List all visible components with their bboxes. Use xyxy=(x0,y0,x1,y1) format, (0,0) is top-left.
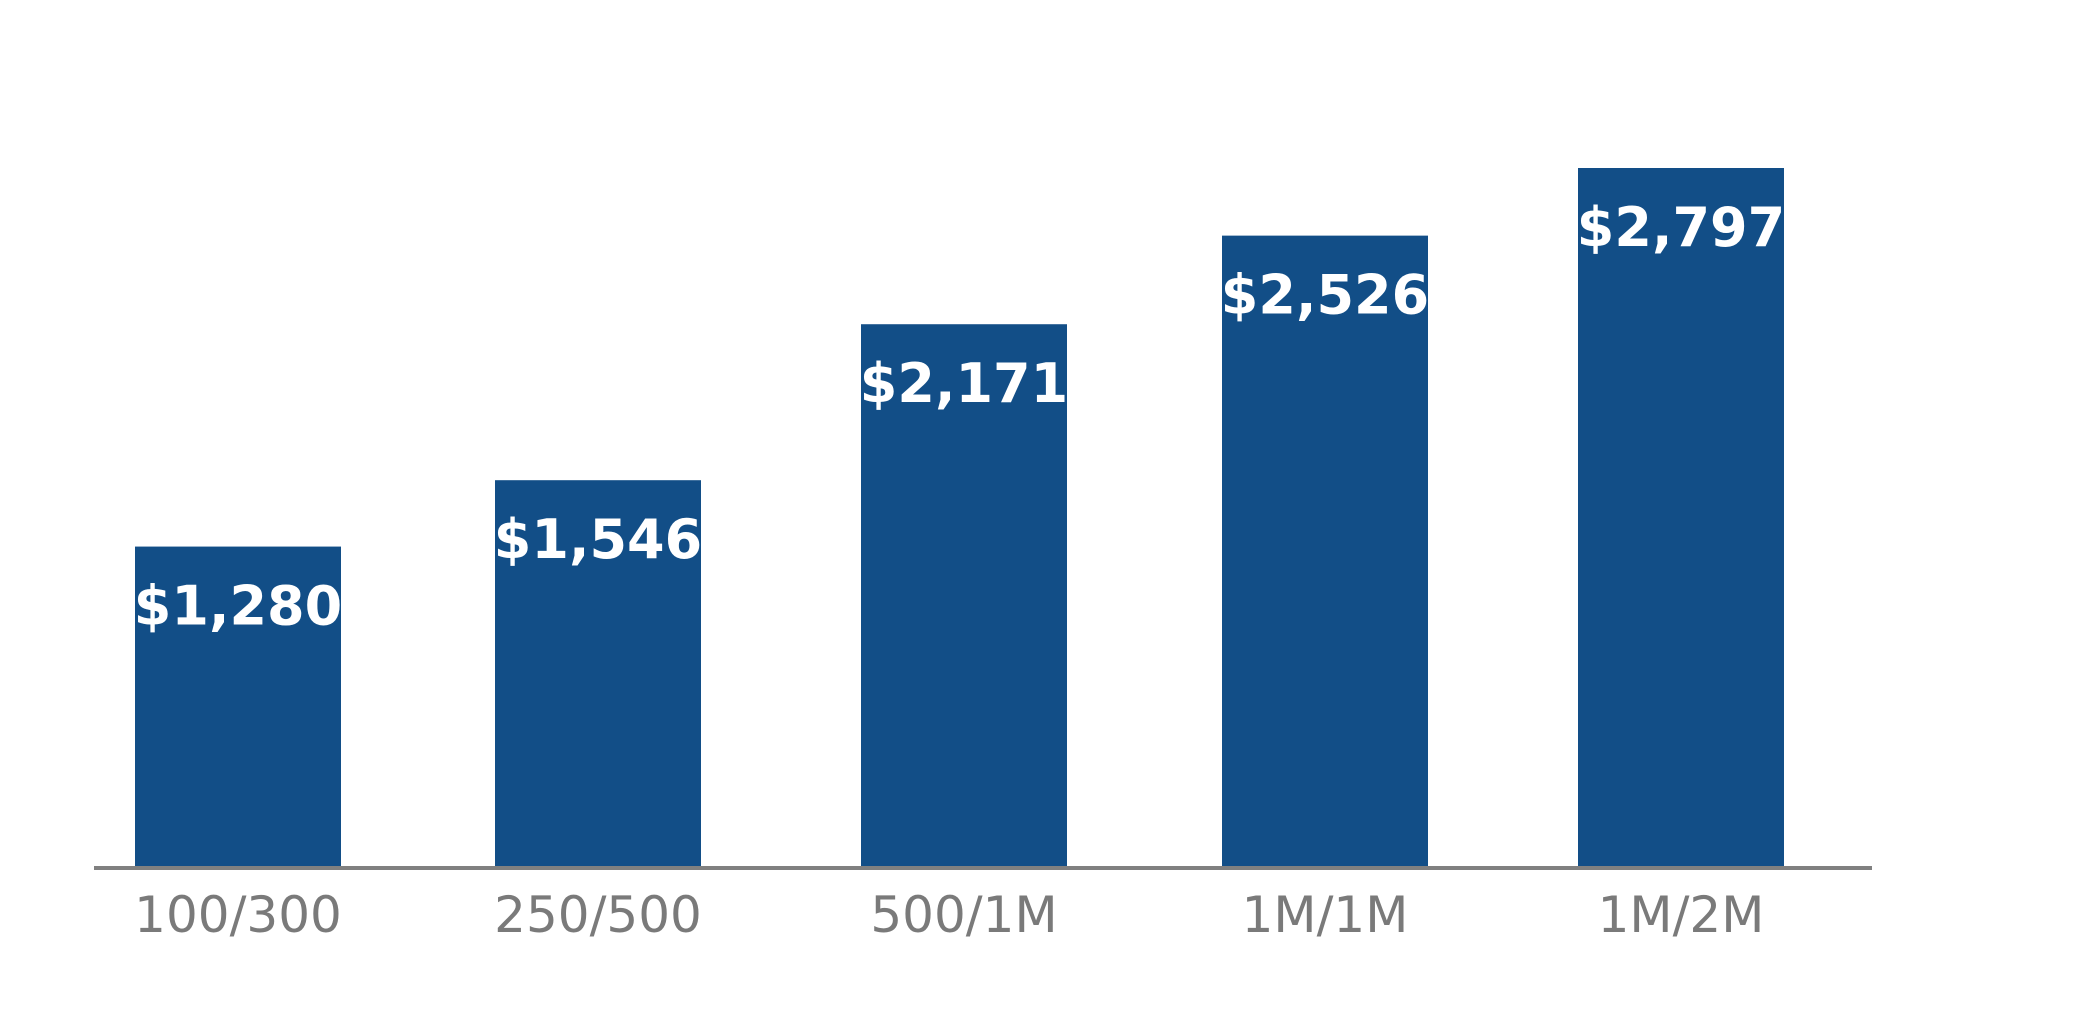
category-label-0: 100/300 xyxy=(134,886,342,944)
bar-value-label-3: $2,526 xyxy=(1221,264,1429,327)
category-labels-group: 100/300 250/500 500/1M 1M/1M 1M/2M xyxy=(134,886,1764,944)
bar-value-label-0: $1,280 xyxy=(134,575,342,638)
category-label-1: 250/500 xyxy=(494,886,702,944)
category-label-2: 500/1M xyxy=(870,886,1057,944)
bar-4 xyxy=(1578,168,1784,866)
bar-value-label-4: $2,797 xyxy=(1577,196,1785,259)
category-label-4: 1M/2M xyxy=(1598,886,1765,944)
bar-0 xyxy=(135,546,341,866)
category-label-3: 1M/1M xyxy=(1242,886,1409,944)
bar-value-label-1: $1,546 xyxy=(494,508,702,571)
bar-3 xyxy=(1222,235,1428,866)
value-labels-group: $1,280 $1,546 $2,171 $2,526 $2,797 xyxy=(134,196,1785,638)
bar-1 xyxy=(495,480,701,866)
bar-2 xyxy=(861,324,1067,867)
bar-value-label-2: $2,171 xyxy=(860,352,1068,415)
bars-group xyxy=(135,168,1784,867)
